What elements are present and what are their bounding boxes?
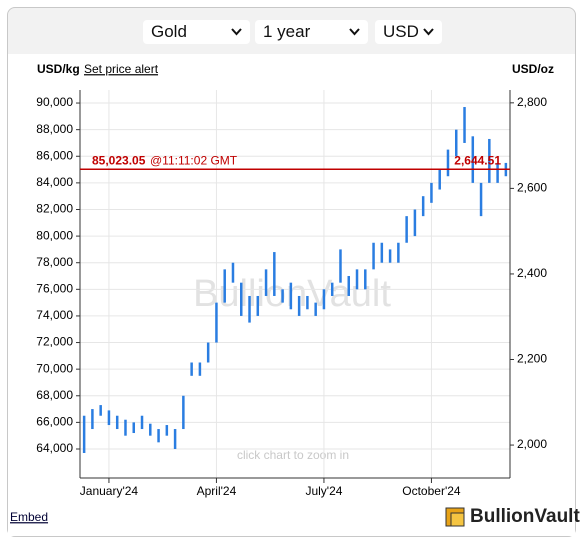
y2-tick-label: 2,400 — [517, 266, 547, 280]
left-unit: USD/kg — [37, 62, 80, 76]
footer-panel — [8, 502, 575, 536]
chevron — [231, 28, 242, 36]
x-tick-label: January'24 — [80, 484, 139, 498]
x-tick-label: October'24 — [402, 484, 461, 498]
y-tick-label: 80,000 — [36, 228, 73, 242]
chart-panel — [8, 54, 575, 502]
y-tick-label: 86,000 — [36, 148, 73, 162]
y-tick-label: 66,000 — [36, 415, 73, 429]
zoom-hint: click chart to zoom in — [237, 448, 349, 462]
y-tick-label: 72,000 — [36, 335, 73, 349]
y-tick-label: 82,000 — [36, 202, 73, 216]
watermark: BullionVault — [193, 273, 391, 315]
y-tick-label: 76,000 — [36, 281, 73, 295]
period-select[interactable]: 1 year — [255, 20, 368, 44]
x-tick-label: April'24 — [197, 484, 237, 498]
y-tick-label: 70,000 — [36, 361, 73, 375]
y-tick-label: 68,000 — [36, 388, 73, 402]
chevron — [423, 28, 434, 36]
currency-value: USD — [383, 22, 419, 41]
y2-tick-label: 2,600 — [517, 181, 547, 195]
y2-tick-label: 2,800 — [517, 95, 547, 109]
y-tick-label: 88,000 — [36, 122, 73, 136]
y-tick-label: 90,000 — [36, 95, 73, 109]
chevron — [349, 28, 360, 36]
price-label: 85,023.05 — [92, 153, 146, 167]
y-tick-label: 78,000 — [36, 255, 73, 269]
price-oz-label: 2,644.51 — [454, 154, 501, 168]
y2-tick-label: 2,200 — [517, 352, 547, 366]
y-tick-label: 84,000 — [36, 175, 73, 189]
embed-link[interactable]: Embed — [10, 510, 48, 524]
y-tick-label: 74,000 — [36, 308, 73, 322]
y-tick-label: 64,000 — [36, 441, 73, 455]
metal-value: Gold — [151, 22, 187, 41]
x-tick-label: July'24 — [305, 484, 342, 498]
logo-icon — [445, 507, 465, 527]
alert-link[interactable]: Set price alert — [84, 62, 159, 76]
period-value: 1 year — [263, 22, 311, 41]
y2-tick-label: 2,000 — [517, 437, 547, 451]
currency-select[interactable]: USD — [375, 20, 442, 44]
right-unit: USD/oz — [512, 62, 554, 76]
metal-select[interactable]: Gold — [143, 20, 250, 44]
brand[interactable]: BullionVault — [470, 506, 580, 527]
price-time: @11:11:02 GMT — [150, 153, 238, 167]
